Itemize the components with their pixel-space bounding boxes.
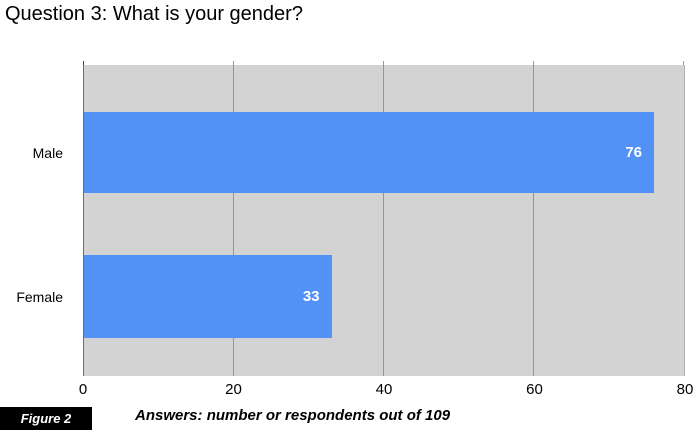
gridline-x-60: [533, 65, 534, 376]
bar-male: 76: [84, 112, 654, 193]
axis-tick-20: [233, 61, 234, 65]
figure-label-badge: Figure 2: [0, 407, 92, 430]
category-label-female: Female: [16, 288, 63, 305]
category-label-male: Male: [32, 144, 63, 161]
chart-caption: Answers: number or respondents out of 10…: [135, 407, 451, 424]
x-tick-label-60: 60: [526, 381, 543, 398]
x-tick-label-40: 40: [375, 381, 393, 398]
plot-area: 76 33: [83, 61, 685, 376]
axis-tick-60: [533, 61, 534, 65]
x-tick-label-0: 0: [78, 381, 88, 398]
chart-title: Question 3: What is your gender?: [5, 3, 303, 25]
axis-tick-40: [383, 61, 384, 65]
gridline-x-40: [383, 65, 384, 376]
bar-value-label-female: 33: [302, 288, 320, 305]
gridline-x-20: [233, 65, 234, 376]
bar-female: 33: [84, 255, 332, 338]
bar-value-label-male: 76: [625, 144, 642, 161]
axis-tick-0: [83, 61, 84, 65]
x-tick-label-20: 20: [225, 381, 242, 398]
x-tick-label-80: 80: [676, 381, 694, 398]
axis-tick-80: [683, 61, 684, 65]
